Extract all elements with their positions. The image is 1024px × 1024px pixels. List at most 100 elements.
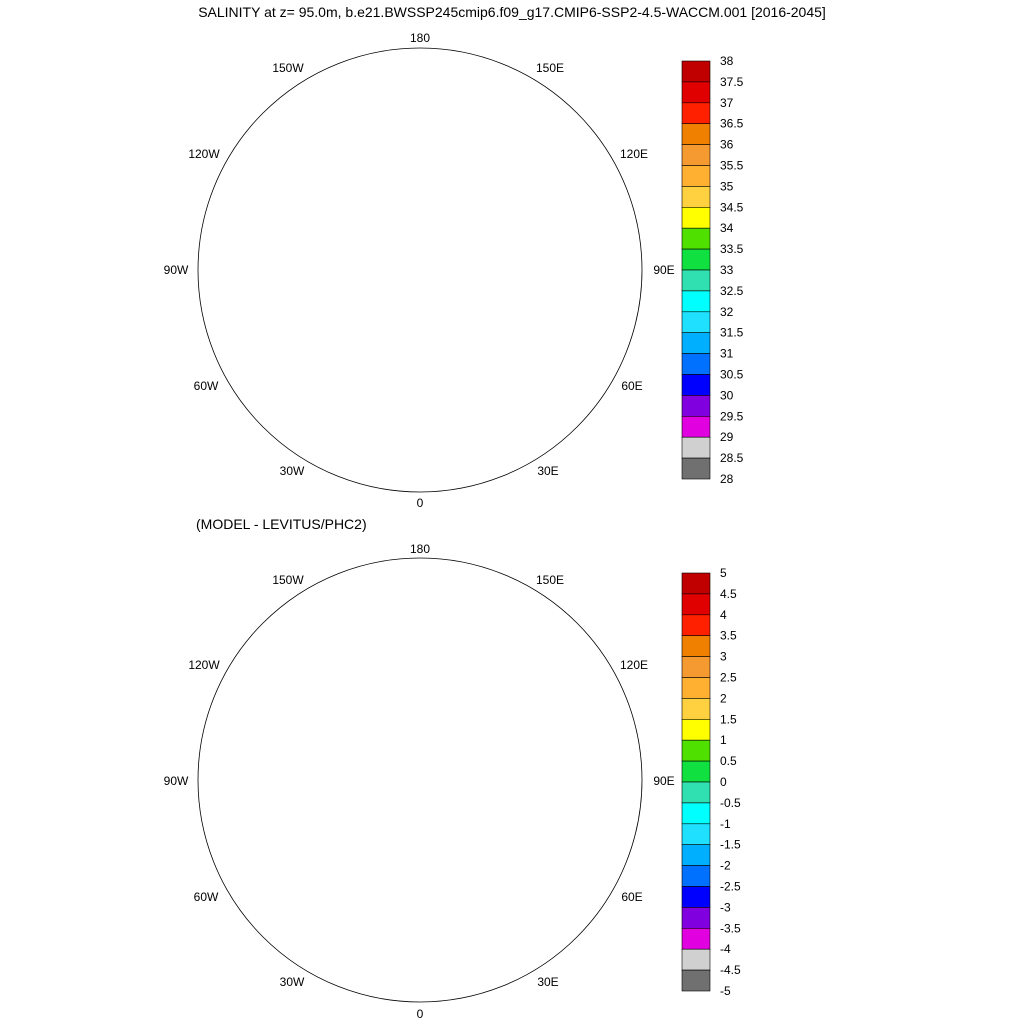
difference-colorbar-swatch-2 [681, 614, 711, 636]
difference-colorbar-swatch-17 [681, 927, 711, 950]
salinity-colorbar-tick-label: 35.5 [720, 159, 744, 173]
region-baffin-bay-diff [225, 805, 340, 890]
lon-label-60e-diff: 60E [621, 890, 642, 904]
difference-colorbar-swatch-10 [681, 781, 711, 804]
salinity-colorbar-tick-label: 31.5 [720, 326, 744, 340]
lon-label-150w-diff: 150W [272, 573, 304, 587]
salinity-colorbar-tick-label: 33 [720, 263, 734, 277]
salinity-colorbar-tick-label: 29.5 [720, 409, 744, 423]
salinity-colorbar-swatch-18 [681, 436, 711, 459]
difference-colorbar-tick-label: -4.5 [720, 963, 741, 977]
salinity-colorbar-tick-label: 35 [720, 179, 734, 193]
lon-label-120e-diff: 120E [620, 658, 648, 672]
salinity-colorbar-swatch-19 [681, 457, 711, 480]
difference-colorbar-tick-label: -3 [720, 900, 731, 914]
difference-colorbar-tick-label: 3.5 [720, 629, 737, 643]
salinity-colorbar-tick-label: 30.5 [720, 368, 744, 382]
difference-colorbar-tick-label: -3.5 [720, 921, 741, 935]
salinity-colorbar-tick-label: 36 [720, 138, 734, 152]
difference-colorbar-swatch-8 [681, 739, 711, 762]
difference-colorbar-swatch-6 [681, 698, 711, 720]
region-canada-basin [328, 154, 481, 263]
lon-label-120w-diff: 120W [188, 658, 220, 672]
lon-label-90w-diff: 90W [164, 774, 189, 788]
graticule-diff [198, 558, 642, 1002]
difference-colorbar-swatch-16 [681, 907, 711, 929]
difference-subtitle: (MODEL - LEVITUS/PHC2) [196, 516, 367, 532]
difference-colorbar-tick-label: -4 [720, 942, 731, 956]
salinity-colorbar: 38 37.5 37 36.5 36 35.5 35 34.5 34 33.5 33 32.5 32 31… [681, 54, 744, 486]
difference-colorbar-tick-label: -0.5 [720, 796, 741, 810]
region-central-arctic [316, 661, 505, 862]
difference-colorbar: 5 4.5 4 3.5 3 2.5 2 1.5 1 0.5 0 -0.5 -1 -1.5 -2 -2.5 -3 -… [681, 566, 741, 998]
difference-colorbar-tick-label: 2 [720, 691, 727, 705]
difference-colorbar-swatch-14 [681, 865, 711, 887]
difference-colorbar-tick-label: 0 [720, 775, 727, 789]
region-barents-sea [460, 290, 525, 380]
land-canada [198, 155, 310, 300]
salinity-colorbar-tick-label: 32.5 [720, 284, 744, 298]
salinity-colorbar-tick-label: 37.5 [720, 75, 744, 89]
difference-colorbar-swatch-15 [681, 886, 711, 908]
lon-label-90e: 90E [653, 263, 674, 277]
difference-map [198, 558, 642, 1002]
lon-label-0: 0 [417, 496, 424, 510]
lon-label-60w: 60W [194, 379, 219, 393]
difference-colorbar-tick-label: 5 [720, 566, 727, 580]
difference-colorbar-swatch-0 [681, 572, 711, 595]
lon-label-30e-diff: 30E [537, 975, 558, 989]
salinity-colorbar-swatch-16 [681, 395, 711, 417]
lon-label-90w: 90W [164, 263, 189, 277]
lon-label-30e: 30E [537, 464, 558, 478]
difference-colorbar-tick-label: -1 [720, 817, 731, 831]
salinity-colorbar-swatch-11 [681, 290, 711, 313]
salinity-colorbar-swatch-9 [681, 248, 711, 271]
land-greenland-diff [270, 820, 412, 925]
salinity-colorbar-tick-label: 31 [720, 347, 734, 361]
salinity-colorbar-swatch-1 [681, 81, 711, 104]
difference-colorbar-tick-label: -2.5 [720, 880, 741, 894]
salinity-colorbar-swatch-2 [681, 102, 711, 125]
lon-label-180: 180 [410, 31, 430, 45]
difference-colorbar-tick-label: 1.5 [720, 712, 737, 726]
difference-colorbar-tick-label: -1.5 [720, 838, 741, 852]
salinity-colorbar-swatch-12 [681, 311, 711, 333]
difference-colorbar-tick-label: -2 [720, 859, 731, 873]
lon-label-90e-diff: 90E [653, 774, 674, 788]
salinity-colorbar-swatch-10 [681, 269, 711, 292]
difference-colorbar-tick-label: 4 [720, 608, 727, 622]
region-hudson-bay [215, 298, 232, 314]
land-canada-diff [198, 665, 310, 810]
difference-colorbar-swatch-18 [681, 948, 711, 971]
salinity-colorbar-tick-label: 37 [720, 96, 734, 110]
lon-label-0-diff: 0 [417, 1007, 424, 1021]
salinity-colorbar-tick-label: 28 [720, 472, 734, 486]
salinity-colorbar-swatch-7 [681, 207, 711, 229]
salinity-colorbar-swatch-13 [681, 332, 711, 354]
region-canada-basin-anomaly [421, 693, 482, 771]
chart-title: SALINITY at z= 95.0m, b.e21.BWSSP245cmip… [198, 4, 826, 20]
salinity-colorbar-tick-label: 30 [720, 388, 734, 402]
salinity-colorbar-swatch-15 [681, 374, 711, 396]
lon-label-60e: 60E [621, 379, 642, 393]
lon-label-150e: 150E [536, 61, 564, 75]
difference-map-boundary [197, 557, 643, 1003]
difference-colorbar-tick-label: 1 [720, 733, 727, 747]
salinity-colorbar-swatch-4 [681, 144, 711, 166]
difference-colorbar-swatch-9 [681, 760, 711, 783]
difference-colorbar-tick-label: 4.5 [720, 587, 737, 601]
lon-label-150w: 150W [272, 61, 304, 75]
difference-colorbar-swatch-5 [681, 677, 711, 699]
region-baffin-bay [225, 295, 340, 380]
difference-colorbar-tick-label: 2.5 [720, 671, 737, 685]
graticule [198, 48, 642, 492]
salinity-colorbar-tick-label: 33.5 [720, 242, 744, 256]
salinity-colorbar-tick-label: 38 [720, 54, 734, 68]
salinity-colorbar-tick-label: 34.5 [720, 200, 744, 214]
difference-colorbar-swatch-12 [681, 823, 711, 845]
difference-colorbar-swatch-3 [681, 635, 711, 657]
salinity-colorbar-tick-label: 29 [720, 430, 734, 444]
lon-label-180-diff: 180 [410, 542, 430, 556]
lon-label-150e-diff: 150E [536, 573, 564, 587]
